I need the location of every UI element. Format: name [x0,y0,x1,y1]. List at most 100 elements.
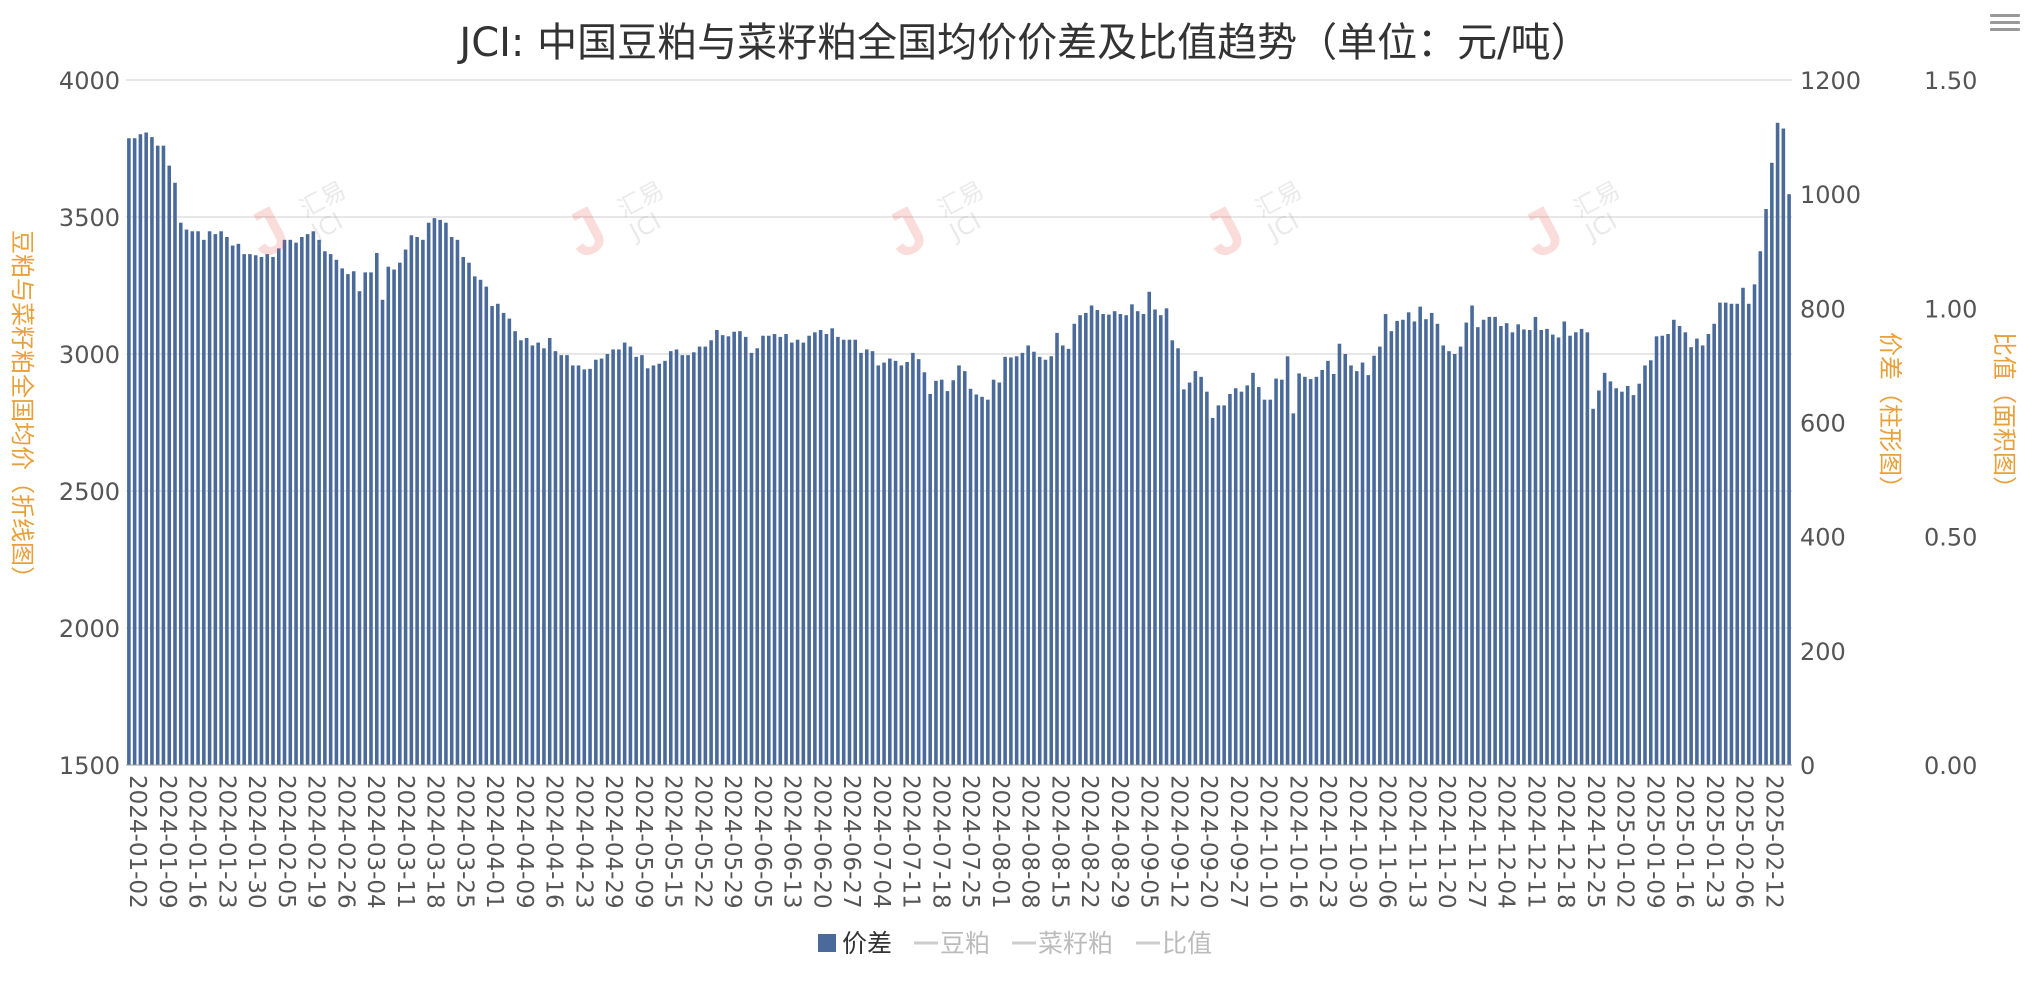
bar[interactable] [1406,312,1411,765]
bar[interactable] [1078,315,1082,765]
bar[interactable] [1360,362,1365,765]
bar[interactable] [294,242,298,765]
bar[interactable] [196,231,200,765]
legend-item[interactable]: 豆粕 [914,929,990,958]
bar[interactable] [1556,337,1561,765]
bar[interactable] [755,348,760,765]
bar[interactable] [1683,332,1688,765]
bar[interactable] [340,268,344,766]
bar[interactable] [138,134,143,766]
bar[interactable] [553,351,558,765]
bar[interactable] [542,348,546,765]
bar[interactable] [1452,354,1457,765]
bar[interactable] [830,328,834,765]
bar[interactable] [836,336,840,766]
bar[interactable] [576,365,581,765]
bar[interactable] [916,359,921,765]
bar[interactable] [692,352,696,765]
bar[interactable] [1620,391,1624,765]
bar[interactable] [1648,360,1653,765]
bar[interactable] [1418,306,1422,765]
bar[interactable] [841,339,846,765]
bar[interactable] [242,254,246,765]
bar[interactable] [202,239,206,765]
bar[interactable] [663,360,667,765]
bar[interactable] [761,335,765,765]
bar[interactable] [144,132,148,765]
bar[interactable] [1337,343,1342,765]
bar[interactable] [1060,345,1065,765]
bar[interactable] [1182,389,1186,765]
bar[interactable] [236,243,241,765]
bar[interactable] [1303,376,1307,765]
bar[interactable] [715,330,719,765]
bar[interactable] [1176,348,1180,765]
bar[interactable] [703,346,708,765]
bar[interactable] [1591,408,1595,765]
bar[interactable] [1735,303,1740,765]
bar[interactable] [357,291,362,765]
bar[interactable] [680,355,685,765]
bar[interactable] [1470,305,1474,765]
bar[interactable] [507,318,512,765]
bar[interactable] [628,346,633,765]
bar[interactable] [565,355,569,765]
bar[interactable] [1770,162,1774,765]
bar[interactable] [1516,324,1520,765]
bar[interactable] [911,352,915,765]
bar[interactable] [496,303,500,765]
bar[interactable] [1066,348,1071,765]
bar[interactable] [1775,122,1780,765]
bar[interactable] [1723,302,1728,765]
bar[interactable] [1752,284,1757,765]
bar[interactable] [1412,321,1417,765]
bar[interactable] [317,239,321,765]
bar[interactable] [599,358,604,765]
bar[interactable] [1625,385,1630,765]
bar[interactable] [1055,332,1059,765]
bar[interactable] [1262,399,1267,765]
bar[interactable] [369,272,373,765]
bar[interactable] [611,349,615,765]
bar[interactable] [1020,352,1025,765]
bar[interactable] [167,165,172,766]
bar[interactable] [686,355,690,765]
legend-item[interactable]: 菜籽粕 [1012,929,1113,958]
bar[interactable] [807,335,811,765]
bar[interactable] [449,236,454,766]
bar[interactable] [1579,328,1584,765]
bar[interactable] [161,145,166,765]
bar[interactable] [1326,360,1330,765]
bar[interactable] [1729,303,1734,765]
bar[interactable] [363,272,368,765]
bar[interactable] [490,306,494,765]
bar[interactable] [657,363,662,765]
bar[interactable] [1447,351,1451,765]
bar[interactable] [173,182,177,765]
bar[interactable] [1141,314,1146,765]
bar[interactable] [720,335,725,765]
bar[interactable] [778,336,783,766]
bar[interactable] [1199,376,1203,765]
bar[interactable] [426,222,431,765]
bar[interactable] [207,231,212,765]
bar[interactable] [1401,319,1405,765]
bar[interactable] [1032,351,1036,765]
bar[interactable] [934,380,938,765]
bar[interactable] [1147,291,1152,765]
bar[interactable] [150,137,154,765]
bar[interactable] [726,336,731,765]
bar[interactable] [605,354,610,765]
bar[interactable] [1210,417,1215,765]
bar[interactable] [1695,338,1699,765]
bar[interactable] [899,365,904,765]
bar[interactable] [1245,385,1250,765]
menu-icon[interactable] [1990,10,2020,34]
bar[interactable] [1643,365,1647,765]
bar[interactable] [1112,311,1117,765]
bar[interactable] [219,231,223,765]
bar[interactable] [1787,194,1791,766]
bar[interactable] [1124,315,1128,765]
bar[interactable] [184,229,189,765]
bar[interactable] [380,299,385,765]
